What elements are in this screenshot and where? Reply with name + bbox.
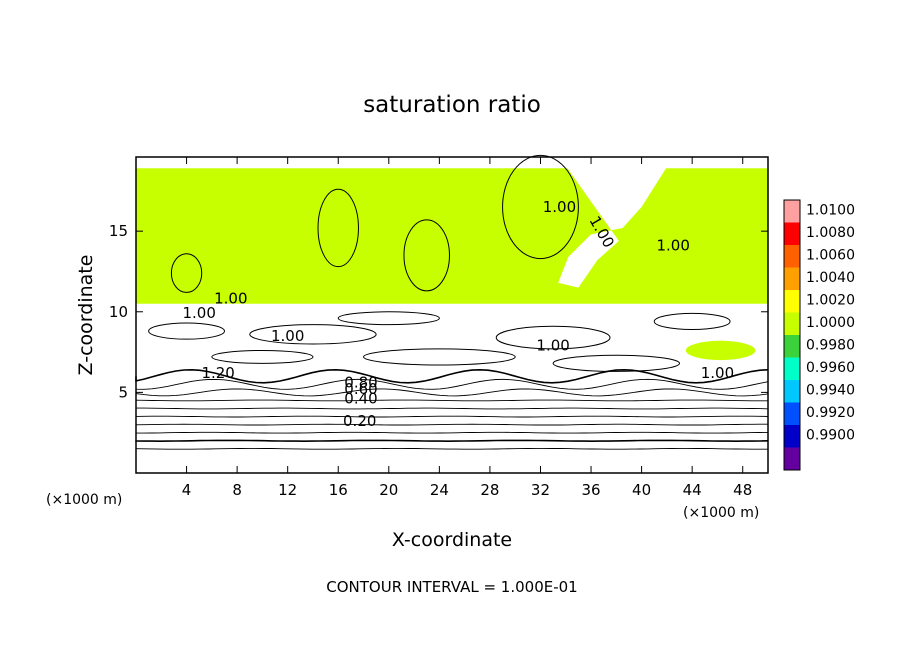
colorbar-swatch	[784, 200, 800, 223]
x-tick-label: 44	[683, 481, 702, 499]
contour-line	[653, 312, 731, 331]
contour-label: 1.00	[271, 327, 304, 345]
contour-label: 0.80	[344, 374, 377, 392]
colorbar-swatch	[784, 245, 800, 268]
contour-label: 1.00	[214, 290, 247, 308]
field-fill-layer	[136, 157, 768, 361]
contour-label: 1.20	[201, 364, 234, 382]
contour-label: 0.40	[344, 390, 377, 408]
x-axis: 4 8 12 16 20 24 28 32 36 40 44 48	[182, 157, 752, 499]
x-tick-label: 48	[733, 481, 752, 499]
contour-layer	[135, 154, 769, 450]
contour-label: 1.00	[656, 237, 689, 255]
field-region-low-cloud-patch	[685, 340, 756, 361]
contour-line	[135, 378, 769, 390]
contour-line	[502, 154, 579, 260]
contour-line	[148, 322, 225, 340]
contour-label: 1.00	[536, 336, 569, 354]
colorbar-swatch	[784, 335, 800, 358]
colorbar-swatch	[784, 222, 800, 245]
colorbar: 1.0100 1.0080 1.0060 1.0040 1.0020 1.0000 0.99…	[783, 199, 855, 471]
contour-line	[552, 354, 681, 372]
colorbar-label: 1.0020	[806, 292, 855, 308]
contour-line	[135, 368, 769, 384]
colorbar-label: 1.0000	[806, 315, 855, 331]
contour-interval-note: CONTOUR INTERVAL = 1.000E-01	[326, 578, 577, 596]
x-axis-unit-label: (×1000 m)	[683, 505, 759, 521]
y-tick-label: 10	[109, 303, 128, 321]
field-region-upper-moist-layer	[136, 168, 768, 304]
contour-line	[135, 415, 769, 418]
chart-title: saturation ratio	[363, 92, 541, 118]
contour-line	[170, 253, 203, 293]
contour-line	[135, 399, 768, 402]
y-axis-title: Z-coordinate	[75, 255, 97, 376]
contour-line	[135, 407, 769, 410]
contour-line	[135, 388, 769, 397]
contour-line	[403, 219, 450, 292]
colorbar-label: 0.9920	[806, 405, 855, 421]
contour-line	[495, 325, 611, 350]
y-tick-label: 15	[109, 222, 128, 240]
contour-label: 1.00	[543, 198, 576, 216]
colorbar-swatch	[784, 290, 800, 313]
contour-line	[211, 349, 314, 364]
colorbar-label: 1.0100	[806, 202, 855, 218]
x-tick-label: 12	[278, 481, 297, 499]
colorbar-swatch	[784, 380, 800, 403]
colorbar-frame	[783, 199, 801, 471]
x-tick-label: 24	[430, 481, 449, 499]
contour-line	[135, 423, 768, 426]
x-tick-label: 8	[232, 481, 242, 499]
x-tick-label: 16	[329, 481, 348, 499]
colorbar-label: 1.0080	[806, 225, 855, 241]
y-axis-unit-label: (×1000 m)	[46, 492, 122, 508]
contour-line	[337, 311, 440, 326]
contour-label: 0.60	[344, 380, 377, 398]
contour-label: 1.00	[701, 364, 734, 382]
colorbar-label: 0.9900	[806, 427, 855, 443]
plot-frame	[135, 156, 769, 474]
x-tick-label: 40	[632, 481, 651, 499]
x-tick-label: 28	[480, 481, 499, 499]
colorbar-swatch	[784, 425, 800, 448]
colorbar-label: 0.9960	[806, 360, 855, 376]
x-tick-label: 20	[379, 481, 398, 499]
y-tick-label: 5	[118, 383, 128, 401]
contour-line	[363, 348, 516, 366]
contour-label: 0.20	[343, 412, 376, 430]
colorbar-swatch	[784, 312, 800, 335]
field-region-subsaturated-wedge	[558, 157, 674, 288]
colorbar-swatch	[784, 402, 800, 425]
colorbar-label: 0.9940	[806, 382, 855, 398]
colorbar-label: 1.0060	[806, 247, 855, 263]
contour-line	[249, 324, 377, 345]
contour-line	[135, 439, 769, 443]
contour-line	[317, 188, 359, 268]
colorbar-label: 1.0040	[806, 270, 855, 286]
x-axis-title: X-coordinate	[392, 529, 512, 551]
x-tick-label: 32	[531, 481, 550, 499]
colorbar-swatch	[784, 447, 800, 470]
contour-label: 1.00	[182, 304, 215, 322]
colorbar-label: 0.9980	[806, 337, 855, 353]
contour-line	[135, 431, 769, 434]
colorbar-swatch	[784, 267, 800, 290]
colorbar-swatch	[784, 357, 800, 380]
y-axis: 5 10 15	[109, 222, 768, 401]
x-tick-label: 4	[182, 481, 192, 499]
contour-line	[135, 447, 768, 450]
x-tick-label: 36	[581, 481, 600, 499]
